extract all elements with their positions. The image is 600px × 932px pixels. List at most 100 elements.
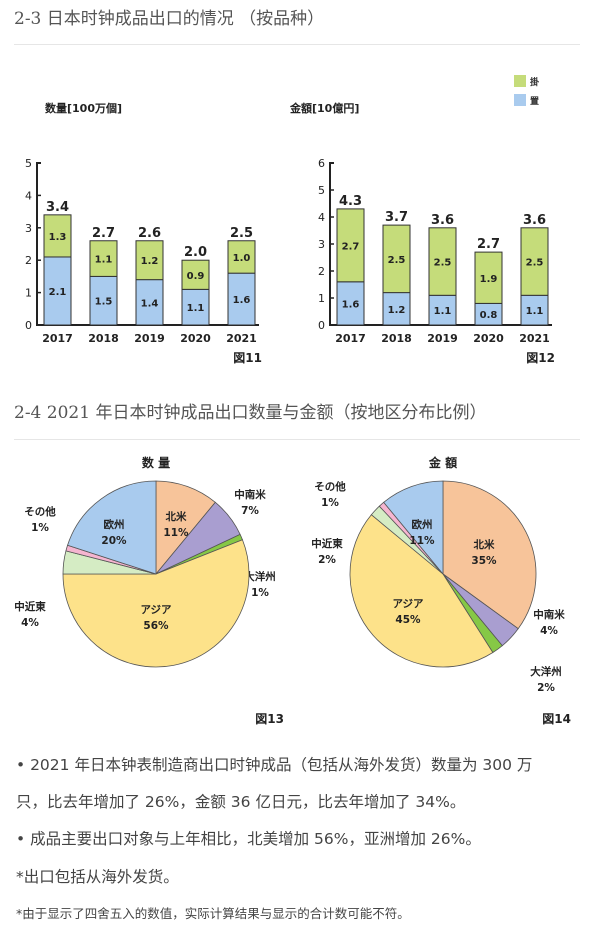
slice-label: 北米: [474, 538, 495, 551]
x-tick-label: 2019: [134, 332, 165, 345]
x-tick-label: 2017: [42, 332, 73, 345]
figure-label: 図14: [542, 712, 571, 726]
slice-label: その他: [24, 505, 56, 518]
y-tick-label: 4: [25, 189, 32, 202]
bar-value-label: 1.2: [388, 305, 406, 316]
slice-percent: 4%: [540, 625, 558, 637]
slice-percent: 45%: [395, 614, 421, 626]
bar-掛: [135, 240, 164, 281]
slice-percent: 7%: [241, 505, 259, 517]
slice-label: 欧州: [412, 518, 433, 531]
y-tick-label: 1: [318, 292, 325, 305]
x-tick-label: 2021: [519, 332, 550, 345]
slice-label: 中近東: [14, 600, 46, 613]
bar-total-label: 2.5: [230, 226, 253, 241]
legend-label: 置: [530, 96, 539, 107]
bar-掛: [89, 240, 118, 277]
x-tick-label: 2020: [473, 332, 504, 345]
bar-total-label: 2.6: [138, 226, 161, 241]
bar-value-label: 1.1: [434, 306, 452, 317]
slice-label: 中近東: [311, 537, 343, 550]
y-tick-label: 1: [25, 287, 32, 300]
bullet-1-cont: 只，比去年增加了 26%，金额 36 亿日元，比去年增加了 34%。: [16, 793, 466, 811]
bar-掛: [382, 224, 411, 294]
bullet-1: • 2021 年日本钟表制造商出口时钟成品（包括从海外发货）数量为 300 万: [16, 756, 533, 774]
bar-掛: [428, 227, 457, 296]
x-tick-label: 2017: [335, 332, 366, 345]
y-tick-label: 2: [318, 265, 325, 278]
x-tick-label: 2018: [88, 332, 119, 345]
legend-swatch: [514, 75, 526, 87]
x-tick-label: 2018: [381, 332, 412, 345]
bar-掛: [520, 227, 549, 296]
bar-value-label: 1.1: [95, 255, 113, 266]
bar-value-label: 1.3: [49, 232, 67, 243]
slice-percent: 2%: [537, 682, 555, 694]
bar-掛: [181, 259, 210, 290]
bar-置: [89, 275, 118, 326]
bar-置: [43, 256, 72, 326]
slice-label: 大洋州: [244, 570, 276, 583]
slice-percent: 35%: [471, 555, 497, 567]
y-tick-label: 0: [25, 319, 32, 332]
x-tick-label: 2019: [427, 332, 458, 345]
chart-title: 金額[10億円]: [289, 101, 359, 115]
bar-total-label: 3.6: [431, 213, 454, 228]
y-tick-label: 5: [25, 157, 32, 170]
slice-label: アジア: [140, 604, 172, 616]
y-tick-label: 4: [318, 211, 325, 224]
bar-置: [520, 294, 549, 326]
bar-value-label: 2.1: [49, 287, 67, 298]
section-title-2-3: 2-3 日本时钟成品出口的情况 （按品种）: [14, 9, 325, 29]
slice-label: 欧州: [104, 518, 125, 531]
slice-percent: 1%: [321, 497, 339, 509]
y-tick-label: 5: [318, 184, 325, 197]
bar-total-label: 2.7: [477, 237, 500, 252]
bar-total-label: 2.0: [184, 245, 207, 260]
slice-percent: 2%: [318, 554, 336, 566]
pie-slice-アジア: [349, 514, 494, 668]
slice-percent: 1%: [251, 587, 269, 599]
pie-title: 金 額: [428, 455, 457, 470]
bar-value-label: 2.7: [342, 241, 360, 252]
bar-value-label: 1.4: [141, 298, 159, 309]
bar-置: [336, 281, 365, 326]
legend-label: 掛: [530, 76, 540, 88]
slice-label: 北米: [166, 510, 187, 523]
bar-置: [382, 292, 411, 326]
bar-value-label: 2.5: [434, 258, 452, 269]
y-tick-label: 0: [318, 319, 325, 332]
section-title-2-4: 2-4 2021 年日本时钟成品出口数量与金额（按地区分布比例）: [14, 403, 487, 423]
pie-slice-欧州: [67, 480, 157, 575]
chart-title: 数量[100万個]: [45, 101, 122, 115]
bar-total-label: 4.3: [339, 194, 362, 209]
bar-value-label: 1.2: [141, 256, 159, 267]
y-tick-label: 3: [25, 222, 32, 235]
bar-置: [135, 279, 164, 326]
y-tick-label: 2: [25, 254, 32, 267]
bar-value-label: 0.8: [480, 310, 498, 321]
x-tick-label: 2021: [226, 332, 257, 345]
bar-value-label: 1.0: [233, 253, 251, 264]
note-1: *出口包括从海外发货。: [16, 868, 179, 886]
slice-percent: 11%: [409, 535, 435, 547]
slice-label: アジア: [392, 598, 424, 610]
bar-掛: [474, 251, 503, 304]
bar-value-label: 2.5: [526, 258, 544, 269]
pie-title: 数 量: [142, 455, 170, 470]
slice-label: その他: [314, 480, 346, 493]
legend-swatch: [514, 94, 526, 106]
bar-total-label: 3.6: [523, 213, 546, 228]
bar-value-label: 0.9: [187, 271, 205, 282]
bullet-2: • 成品主要出口对象与上年相比，北美增加 56%，亚洲增加 26%。: [16, 830, 481, 848]
slice-percent: 1%: [31, 522, 49, 534]
divider: [14, 44, 580, 45]
charts: 掛置 数量[100万個] 0 1 2 3 4 5 2.1 1.3 3.4 2017 1.5 1.1 2.7 2…: [14, 75, 571, 726]
figure-label: 図11: [233, 351, 262, 365]
slice-label: 中南米: [533, 608, 565, 621]
divider: [14, 439, 580, 440]
slice-label: 大洋州: [530, 665, 562, 678]
bar-value-label: 1.6: [342, 299, 360, 310]
bar-total-label: 3.7: [385, 210, 408, 225]
slice-label: 中南米: [234, 488, 266, 501]
